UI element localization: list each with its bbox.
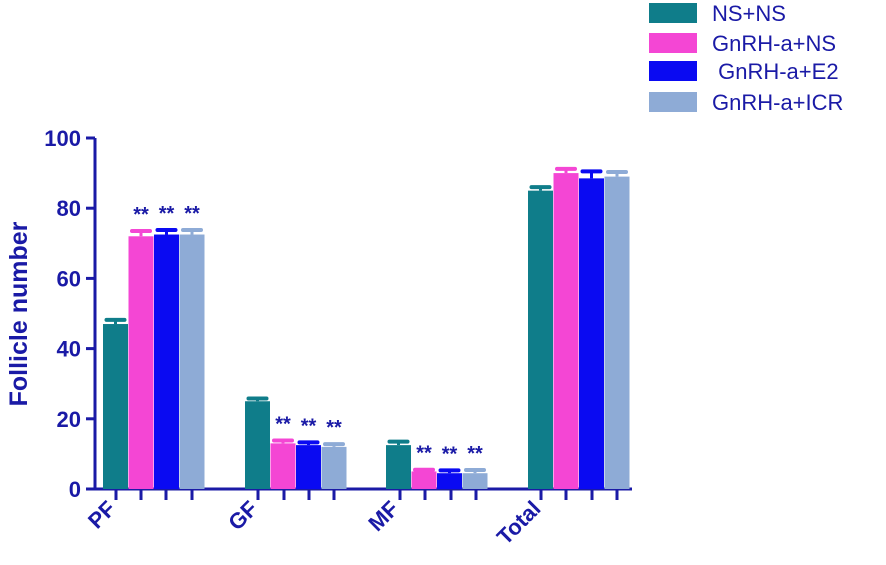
legend-label: GnRH-a+E2 [712, 59, 839, 84]
significance-marker: ** [184, 203, 200, 225]
bar [179, 234, 205, 489]
significance-marker: ** [133, 204, 149, 226]
y-tick-label: 40 [57, 337, 81, 362]
y-tick-label: 20 [57, 407, 81, 432]
significance-marker: ** [416, 443, 432, 465]
legend-swatch [649, 3, 697, 23]
bar [386, 445, 411, 489]
x-category-label: PF [83, 496, 121, 534]
bar [553, 173, 579, 489]
legend: NS+NS GnRH-a+NS GnRH-a+E2 GnRH-a+ICR [649, 1, 843, 115]
x-axis: PF GF MF Total [83, 487, 632, 550]
y-tick-label: 60 [57, 266, 81, 291]
legend-swatch [649, 92, 697, 112]
bar [103, 324, 128, 489]
significance-marker: ** [275, 414, 291, 436]
bar [245, 401, 270, 489]
bar [296, 445, 321, 489]
x-category-label: GF [223, 496, 262, 535]
significance-marker: ** [159, 203, 175, 225]
significance-marker: ** [442, 443, 458, 465]
bar [604, 176, 630, 490]
bar [579, 178, 604, 490]
y-tick-label: 80 [57, 196, 81, 221]
bars: ** ** ** ** ** ** ** ** ** [103, 166, 630, 490]
bar [128, 236, 154, 489]
x-category-label: MF [363, 496, 403, 536]
bar [411, 471, 437, 489]
significance-marker: ** [467, 443, 483, 465]
bar [528, 190, 553, 489]
bar [154, 234, 179, 489]
bar [270, 443, 296, 489]
legend-label: NS+NS [712, 1, 786, 26]
legend-swatch [649, 61, 697, 81]
significance-marker: ** [326, 417, 342, 439]
y-tick-label: 100 [44, 126, 81, 151]
bar [437, 473, 462, 489]
x-category-label: Total [492, 496, 546, 550]
bar [321, 446, 347, 489]
legend-label: GnRH-a+ICR [712, 90, 843, 115]
bar [462, 473, 488, 489]
y-tick-label: 0 [69, 477, 81, 502]
significance-marker: ** [301, 415, 317, 437]
legend-swatch [649, 33, 697, 53]
legend-label: GnRH-a+NS [712, 31, 836, 56]
y-axis: 0 20 40 60 80 100 [44, 126, 97, 502]
y-axis-title: Follicle number [5, 221, 33, 406]
